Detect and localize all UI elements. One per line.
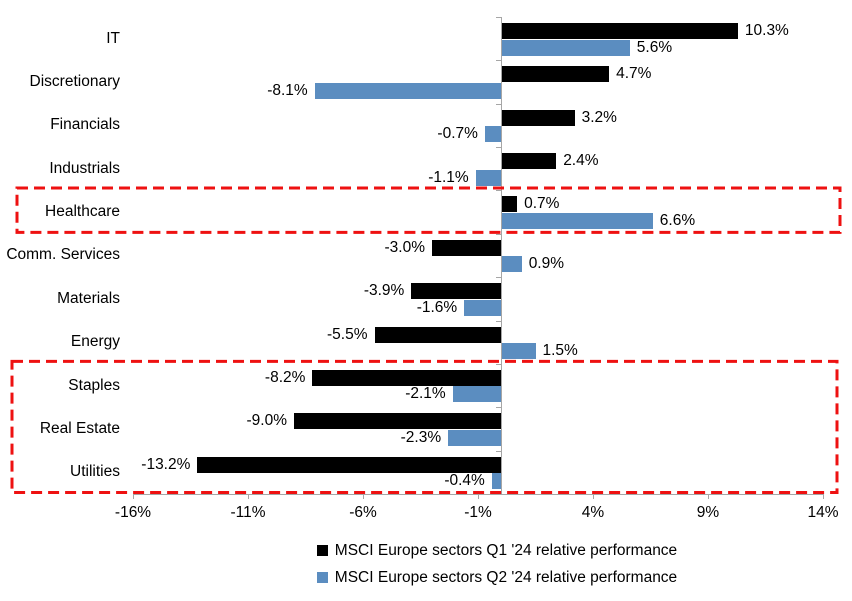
category-label-energy: Energy	[70, 333, 120, 351]
value-axis-tick	[248, 494, 249, 499]
q1-value-label-utilities: -13.2%	[141, 455, 191, 473]
category-label-staples: Staples	[68, 376, 120, 394]
category-label-real-estate: Real Estate	[39, 419, 120, 437]
category-axis-tick	[496, 233, 501, 235]
category-axis-line	[501, 17, 502, 494]
q2-series-marker-icon	[316, 572, 328, 583]
q1-value-label-energy: -5.5%	[327, 325, 368, 343]
q1-value-label-real-estate: -9.0%	[246, 412, 288, 430]
q1-value-label-comm-services: -3.0%	[384, 238, 426, 256]
q1-bar-comm-services	[432, 239, 501, 256]
q1-bar-financials	[501, 109, 575, 126]
q2-value-label-utilities: -0.4%	[444, 472, 485, 490]
q1-series-marker-icon	[316, 545, 328, 556]
q1-bar-it	[501, 23, 738, 39]
value-axis-label: -11%	[230, 504, 266, 521]
legend-label-q1: MSCI Europe sectors Q1 '24 relative perf…	[334, 541, 678, 559]
legend-item-q1: MSCI Europe sectors Q1 '24 relative perf…	[0, 537, 852, 564]
q1-value-label-healthcare: 0.7%	[524, 195, 560, 213]
q2-bar-real-estate	[448, 429, 501, 446]
value-axis-label: 14%	[807, 504, 839, 521]
category-label-comm-services: Comm. Services	[6, 246, 120, 264]
q2-value-label-it: 5.6%	[636, 38, 673, 56]
value-axis-label: 9%	[696, 504, 720, 521]
category-axis-tick	[496, 103, 501, 105]
q1-value-label-industrials: 2.4%	[563, 152, 599, 170]
q2-bar-energy	[501, 343, 536, 360]
value-axis-tick	[823, 494, 824, 499]
legend: MSCI Europe sectors Q1 '24 relative perf…	[0, 537, 852, 591]
category-label-financials: Financials	[50, 116, 120, 134]
value-axis-tick	[708, 494, 709, 499]
category-axis-tick	[496, 277, 501, 279]
category-axis-tick	[496, 17, 501, 18]
q2-value-label-real-estate: -2.3%	[400, 428, 442, 446]
q1-value-label-discretionary: 4.7%	[616, 65, 652, 83]
q1-bar-discretionary	[501, 66, 610, 83]
q2-value-label-discretionary: -8.1%	[267, 81, 308, 99]
q1-bar-energy	[374, 326, 501, 343]
legend-label-q2: MSCI Europe sectors Q2 '24 relative perf…	[334, 568, 678, 586]
q2-value-label-staples: -2.1%	[405, 385, 446, 403]
q2-bar-industrials	[475, 169, 501, 186]
value-axis-tick	[133, 494, 134, 499]
healthcare-highlight-box	[15, 186, 842, 234]
legend-item-q2: MSCI Europe sectors Q2 '24 relative perf…	[0, 564, 852, 591]
q2-bar-financials	[484, 126, 501, 143]
category-label-it: IT	[106, 29, 120, 47]
category-label-utilities: Utilities	[70, 463, 120, 481]
category-label-industrials: Industrials	[49, 159, 120, 177]
value-axis-tick	[363, 494, 364, 499]
q2-value-label-comm-services: 0.9%	[528, 255, 565, 273]
value-axis-tick	[478, 494, 479, 499]
value-axis-line	[133, 494, 823, 495]
value-axis-label: -6%	[349, 504, 377, 521]
q1-bar-industrials	[501, 153, 557, 170]
q2-bar-comm-services	[501, 256, 522, 273]
q2-value-label-industrials: -1.1%	[428, 168, 469, 186]
category-axis-tick	[496, 60, 501, 62]
category-axis-tick	[496, 147, 501, 149]
q1-bar-utilities	[197, 456, 501, 473]
q1-bar-healthcare	[501, 196, 518, 213]
q2-value-label-energy: 1.5%	[542, 342, 578, 360]
value-axis-label: -1%	[464, 504, 492, 521]
q1-value-label-materials: -3.9%	[363, 282, 405, 300]
q1-bar-materials	[411, 283, 501, 300]
q2-bar-staples	[452, 386, 501, 403]
q2-value-label-healthcare: 6.6%	[659, 211, 696, 229]
value-axis-label: 4%	[581, 504, 605, 521]
q1-bar-staples	[312, 369, 501, 386]
q2-bar-materials	[464, 299, 501, 316]
category-axis-tick	[496, 320, 501, 322]
q1-value-label-staples: -8.2%	[264, 368, 306, 386]
value-axis-label: -16%	[114, 504, 152, 521]
q1-value-label-it: 10.3%	[744, 22, 789, 39]
q2-bar-utilities	[491, 473, 501, 490]
q1-bar-real-estate	[294, 413, 501, 430]
q2-value-label-financials: -0.7%	[437, 125, 478, 143]
q2-bar-discretionary	[314, 82, 501, 99]
category-label-materials: Materials	[57, 289, 120, 307]
category-label-healthcare: Healthcare	[45, 203, 120, 221]
category-label-discretionary: Discretionary	[29, 73, 120, 91]
q2-bar-it	[501, 39, 630, 56]
q2-bar-healthcare	[501, 212, 653, 229]
q1-value-label-financials: 3.2%	[581, 108, 617, 126]
q2-value-label-materials: -1.6%	[416, 298, 458, 316]
value-axis-tick	[593, 494, 594, 499]
